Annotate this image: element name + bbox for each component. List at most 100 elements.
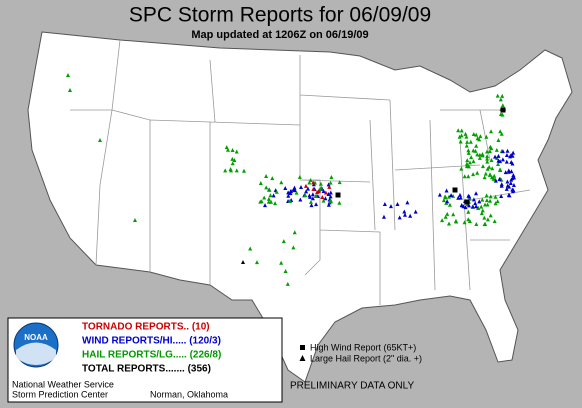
significant-report — [500, 107, 506, 113]
hail-report — [445, 211, 450, 216]
hail-report — [462, 174, 467, 179]
hail-report — [459, 128, 464, 133]
wind-report — [413, 209, 418, 214]
subtitle: Map updated at 1206Z on 06/19/09 — [191, 29, 368, 41]
hail-report — [475, 205, 480, 210]
hail-report — [471, 148, 476, 153]
wind-report — [307, 193, 312, 198]
hail-report — [259, 199, 264, 204]
hail-report — [241, 168, 246, 173]
hail-report — [484, 193, 489, 198]
wind-report — [328, 194, 333, 199]
hail-report — [230, 156, 235, 161]
hail-report — [273, 201, 278, 206]
wind-report — [466, 203, 471, 208]
wind-report — [499, 194, 504, 199]
hail-report — [493, 201, 498, 206]
wind-report — [505, 179, 510, 184]
hail-report — [489, 146, 494, 151]
hail-report — [464, 164, 469, 169]
hail-report — [465, 139, 470, 144]
hail-report — [493, 194, 498, 199]
hail-report — [466, 217, 471, 222]
hail-report — [492, 173, 497, 178]
hail-report — [480, 152, 485, 157]
hail-report — [488, 198, 493, 203]
high-wind-icon — [300, 345, 305, 350]
agency: National Weather Service — [12, 379, 114, 389]
hail-report — [483, 202, 488, 207]
wind-report — [508, 180, 513, 185]
wind-report — [323, 196, 328, 201]
wind-report — [326, 202, 331, 207]
hail-report — [467, 219, 472, 224]
hail-report — [496, 162, 501, 167]
hail-report — [482, 215, 487, 220]
wind-report — [402, 212, 407, 217]
wind-report — [507, 184, 512, 189]
hail-report — [234, 149, 239, 154]
hail-report — [487, 149, 492, 154]
hail-report — [466, 174, 471, 179]
hail-report — [254, 260, 259, 265]
hail-report — [283, 268, 288, 273]
high-wind-key: High Wind Report (65KT+) — [310, 342, 416, 352]
hail-report — [133, 218, 137, 222]
hail-report — [328, 198, 333, 203]
wind-report — [402, 209, 407, 214]
wind-report — [511, 173, 516, 178]
wind-report — [498, 159, 503, 164]
logo-text: NOAA — [24, 333, 48, 342]
wind-report — [286, 190, 291, 195]
hail-report — [314, 193, 319, 198]
hail-report — [468, 139, 473, 144]
hail-report — [264, 185, 269, 190]
hail-report — [459, 133, 464, 138]
wind-report — [314, 202, 319, 207]
hail-report — [498, 97, 503, 102]
wind-report — [511, 182, 516, 187]
wind-report — [299, 184, 304, 189]
wind-report — [504, 186, 509, 191]
wind-report — [471, 197, 476, 202]
hail-report — [485, 149, 490, 154]
wind-report — [310, 192, 315, 197]
hail-report — [454, 219, 459, 224]
wind-report — [271, 193, 276, 198]
tornado-report — [320, 195, 325, 200]
hail-report — [292, 230, 297, 235]
hail-report — [488, 213, 493, 218]
wind-report — [507, 193, 512, 198]
hail-report — [494, 147, 499, 152]
hail-report — [266, 199, 271, 204]
hail-report — [307, 180, 312, 185]
center: Storm Prediction Center — [12, 389, 108, 399]
wind-report — [408, 213, 413, 218]
hail-report — [499, 131, 504, 136]
wind-report — [437, 192, 442, 197]
hail-report — [440, 218, 445, 223]
wind-report — [457, 192, 462, 197]
hail-report — [285, 281, 290, 286]
wind-report — [298, 197, 303, 202]
wind-report — [449, 193, 454, 198]
hail-report — [464, 134, 469, 139]
tornado-report — [311, 180, 316, 185]
hail-report — [475, 136, 480, 141]
hail-report — [294, 190, 299, 195]
wind-report — [463, 205, 468, 210]
wind-report — [497, 177, 502, 182]
wind-report — [506, 168, 511, 173]
wind-report — [321, 188, 326, 193]
hail-report — [489, 158, 494, 163]
wind-report — [461, 204, 466, 209]
hail-report — [488, 194, 493, 199]
tornado-report — [311, 186, 316, 191]
wind-report — [474, 191, 479, 196]
wind-report — [405, 200, 410, 205]
hail-report — [495, 155, 500, 160]
hail-report — [492, 219, 497, 224]
hail-report — [224, 145, 229, 150]
wind-report — [496, 153, 501, 158]
tornado-report — [327, 184, 332, 189]
